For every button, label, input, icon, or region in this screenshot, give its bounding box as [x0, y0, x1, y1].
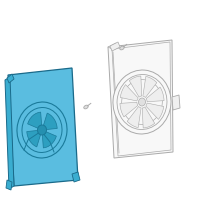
Ellipse shape	[117, 74, 167, 130]
Ellipse shape	[37, 125, 47, 135]
Polygon shape	[43, 113, 57, 130]
Ellipse shape	[22, 108, 62, 152]
Polygon shape	[129, 76, 142, 97]
Polygon shape	[5, 77, 14, 189]
Polygon shape	[120, 102, 138, 117]
Polygon shape	[6, 180, 12, 190]
Polygon shape	[142, 107, 155, 128]
Polygon shape	[143, 76, 157, 98]
Polygon shape	[108, 43, 116, 49]
Polygon shape	[8, 68, 78, 186]
Polygon shape	[7, 74, 14, 83]
Ellipse shape	[84, 105, 88, 109]
Ellipse shape	[17, 102, 67, 158]
Polygon shape	[172, 95, 180, 110]
Polygon shape	[146, 103, 164, 119]
Ellipse shape	[138, 98, 146, 106]
Polygon shape	[112, 42, 171, 156]
Polygon shape	[120, 85, 138, 101]
Ellipse shape	[122, 80, 162, 124]
Ellipse shape	[120, 46, 124, 50]
Polygon shape	[72, 172, 80, 182]
Polygon shape	[42, 132, 56, 148]
Polygon shape	[110, 42, 120, 51]
Polygon shape	[27, 130, 41, 147]
Ellipse shape	[113, 70, 171, 134]
Polygon shape	[108, 40, 173, 158]
Polygon shape	[28, 112, 42, 128]
Polygon shape	[127, 106, 141, 128]
Polygon shape	[146, 87, 164, 102]
